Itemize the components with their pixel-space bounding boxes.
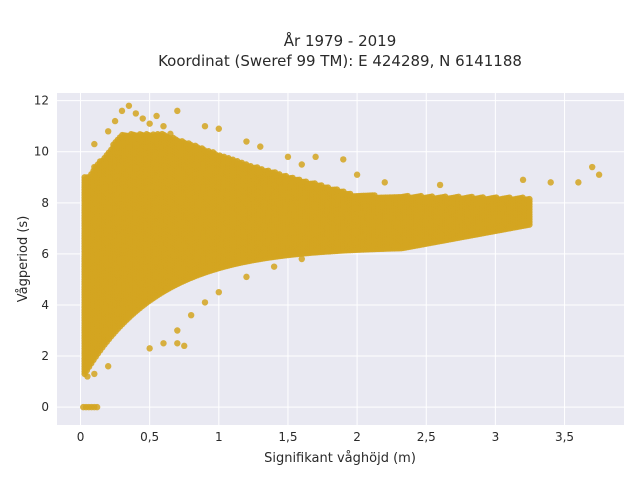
scatter-point xyxy=(340,156,347,163)
scatter-point xyxy=(519,176,527,184)
scatter-point xyxy=(160,123,167,130)
chart-title-line1: År 1979 - 2019 xyxy=(284,31,397,50)
scatter-point xyxy=(201,299,209,306)
scatter-point xyxy=(104,363,112,370)
scatter-point xyxy=(215,125,223,132)
scatter-point xyxy=(588,163,596,171)
scatter-point xyxy=(298,161,305,168)
scatter-point xyxy=(132,110,140,117)
scatter-point xyxy=(111,117,119,125)
scatter-point xyxy=(284,153,292,161)
scatter-point xyxy=(257,143,264,150)
scatter-point xyxy=(93,403,101,411)
scatter-point xyxy=(91,140,98,148)
scatter-point xyxy=(215,289,223,296)
scatter-point xyxy=(125,102,133,109)
scatter-point xyxy=(104,128,112,135)
scatter-point xyxy=(243,273,250,281)
scatter-point xyxy=(243,138,250,145)
scatter-point xyxy=(146,120,153,127)
scatter-point xyxy=(118,107,126,115)
scatter-point xyxy=(575,179,582,186)
grid-lines xyxy=(57,93,624,425)
scatter-point xyxy=(595,171,603,178)
scatter-point xyxy=(181,342,188,350)
scatter-point xyxy=(91,370,98,378)
scatter-point xyxy=(160,340,167,347)
scatter-point xyxy=(187,311,195,319)
scatter-point xyxy=(146,345,153,352)
scatter-point xyxy=(201,123,209,130)
scatter-points xyxy=(80,102,603,411)
scatter-point xyxy=(174,327,181,334)
scatter-point xyxy=(139,115,146,122)
scatter-point xyxy=(153,112,160,120)
scatter-point xyxy=(436,181,444,189)
chart-title-line2: Koordinat (Sweref 99 TM): E 424289, N 61… xyxy=(158,52,522,70)
scatter-point xyxy=(381,179,388,186)
scatter-point xyxy=(174,107,181,115)
scatter-point xyxy=(298,255,305,263)
scatter-point xyxy=(174,340,181,347)
scatter-point xyxy=(312,153,319,161)
scatter-point xyxy=(353,171,361,178)
scatter-point xyxy=(270,263,278,270)
scatter-point xyxy=(547,179,554,186)
